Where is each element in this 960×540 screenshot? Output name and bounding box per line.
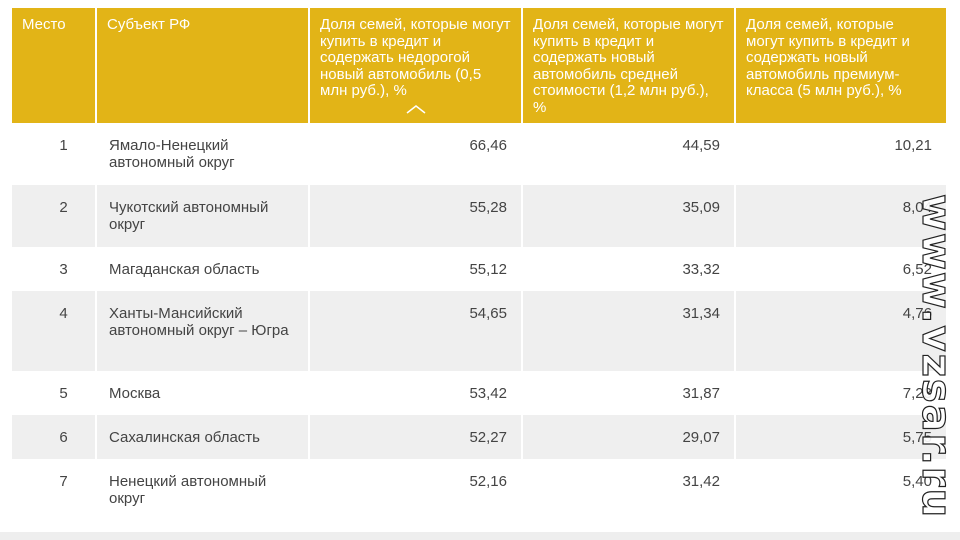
column-header-label: Место [22,16,66,33]
column-header-label: Доля семей, которые могут купить в креди… [320,16,511,99]
region-cell: Ненецкий автономный округ [95,459,309,521]
budget-share-cell: 52,16 [308,459,522,521]
watermark-text: www.vzsar.ru [912,194,959,520]
rank-cell: 6 [12,415,96,459]
rank-cell: 5 [59,385,68,402]
column-header-region[interactable]: Субъект РФ [95,8,309,123]
column-header-premium-car[interactable]: Доля семей, которые могут купить в креди… [734,8,946,123]
mid-share-cell: 31,34 [521,291,735,371]
mid-share-cell: 35,09 [521,185,735,247]
table-row: 1 Ямало-Ненецкий автономный округ 66,46 … [12,123,946,185]
premium-share-cell: 10,21 [734,123,946,185]
region-cell: Москва [95,371,309,415]
table-row: 7 Ненецкий автономный округ 52,16 31,42 … [12,459,946,521]
mid-share-cell: 31,87 [521,371,735,415]
column-header-label: Субъект РФ [107,16,191,33]
budget-share-cell: 53,42 [308,371,522,415]
region-cell: Ханты-Мансийский автономный округ – Югра [95,291,309,371]
budget-share-cell: 55,12 [308,247,522,291]
chevron-up-icon[interactable] [406,105,426,114]
next-row-edge [0,532,960,540]
rank-cell: 4 [12,291,96,371]
table-row: 6 Сахалинская область 52,27 29,07 5,75 [12,415,946,459]
ranking-table: Место Субъект РФ Доля семей, которые мог… [12,8,946,521]
budget-share-cell: 54,65 [308,291,522,371]
table-row: 4 Ханты-Мансийский автономный округ – Юг… [12,291,946,371]
rank-cell: 2 [12,185,96,247]
table-row: 5 Москва 53,42 31,87 7,23 [12,371,946,415]
rank-cell: 1 [59,137,68,154]
budget-share-cell: 55,28 [308,185,522,247]
region-cell: Магаданская область [95,247,309,291]
column-header-label: Доля семей, которые могут купить в креди… [533,16,724,116]
premium-share-cell: 8,04 [734,185,946,247]
mid-share-cell: 33,32 [521,247,735,291]
mid-share-cell: 44,59 [521,123,735,185]
mid-share-cell: 31,42 [521,459,735,521]
region-cell: Чукотский автономный округ [95,185,309,247]
table-header: Место Субъект РФ Доля семей, которые мог… [12,8,946,123]
premium-share-cell: 5,75 [734,415,946,459]
column-header-budget-car[interactable]: Доля семей, которые могут купить в креди… [308,8,522,123]
column-header-rank[interactable]: Место [12,8,96,123]
region-cell: Ямало-Ненецкий автономный округ [95,123,309,185]
region-cell: Сахалинская область [95,415,309,459]
premium-share-cell: 5,40 [734,459,946,521]
table-body: 1 Ямало-Ненецкий автономный округ 66,46 … [12,123,946,521]
premium-share-cell: 7,23 [734,371,946,415]
mid-share-cell: 29,07 [521,415,735,459]
header-row: Место Субъект РФ Доля семей, которые мог… [12,8,946,123]
premium-share-cell: 4,76 [734,291,946,371]
table-row: 2 Чукотский автономный округ 55,28 35,09… [12,185,946,247]
premium-share-cell: 6,52 [734,247,946,291]
budget-share-cell: 66,46 [308,123,522,185]
column-header-label: Доля семей, которые могут купить в креди… [746,16,910,99]
ranking-table-container: Место Субъект РФ Доля семей, которые мог… [12,8,946,521]
table-row: 3 Магаданская область 55,12 33,32 6,52 [12,247,946,291]
rank-cell: 7 [59,473,68,490]
watermark: www.vzsar.ru [912,194,960,534]
column-header-mid-car[interactable]: Доля семей, которые могут купить в креди… [521,8,735,123]
rank-cell: 3 [59,261,68,278]
budget-share-cell: 52,27 [308,415,522,459]
